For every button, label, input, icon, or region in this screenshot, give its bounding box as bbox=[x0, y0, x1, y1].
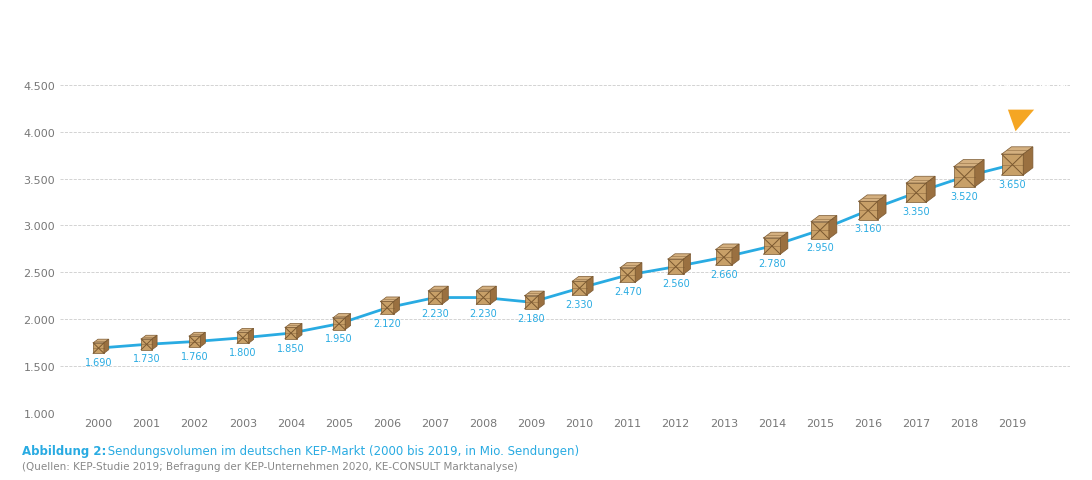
Polygon shape bbox=[975, 160, 984, 188]
Polygon shape bbox=[732, 244, 739, 265]
Polygon shape bbox=[285, 328, 297, 339]
Text: Abbildung 2:: Abbildung 2: bbox=[22, 444, 106, 456]
Polygon shape bbox=[524, 291, 544, 296]
Polygon shape bbox=[954, 160, 984, 168]
Text: 2.560: 2.560 bbox=[662, 278, 690, 288]
Polygon shape bbox=[524, 296, 538, 309]
Polygon shape bbox=[200, 333, 205, 347]
Polygon shape bbox=[858, 202, 878, 220]
Text: 1.950: 1.950 bbox=[325, 334, 353, 344]
Polygon shape bbox=[906, 177, 935, 184]
Text: (Quellen: KEP-Studie 2019; Befragung der KEP-Unternehmen 2020, KE-CONSULT Markta: (Quellen: KEP-Studie 2019; Befragung der… bbox=[22, 461, 518, 471]
Polygon shape bbox=[189, 333, 205, 336]
Polygon shape bbox=[442, 287, 449, 305]
Polygon shape bbox=[811, 222, 829, 239]
Text: 1.760: 1.760 bbox=[181, 351, 209, 361]
Polygon shape bbox=[763, 239, 781, 255]
Polygon shape bbox=[93, 339, 109, 343]
Polygon shape bbox=[249, 329, 253, 344]
Polygon shape bbox=[152, 336, 157, 350]
Polygon shape bbox=[189, 336, 200, 347]
Polygon shape bbox=[620, 263, 642, 268]
Polygon shape bbox=[906, 184, 926, 203]
Polygon shape bbox=[715, 250, 732, 265]
Text: 2.230: 2.230 bbox=[422, 308, 449, 318]
Polygon shape bbox=[572, 277, 593, 282]
Polygon shape bbox=[297, 324, 302, 339]
Text: 3.520: 3.520 bbox=[950, 191, 978, 201]
Polygon shape bbox=[381, 302, 394, 314]
Text: 2.230: 2.230 bbox=[470, 308, 497, 318]
Polygon shape bbox=[781, 233, 787, 255]
Polygon shape bbox=[538, 291, 544, 309]
Polygon shape bbox=[572, 282, 586, 296]
Polygon shape bbox=[394, 297, 400, 314]
Polygon shape bbox=[104, 339, 109, 354]
Polygon shape bbox=[684, 254, 690, 275]
Polygon shape bbox=[1001, 147, 1033, 155]
Polygon shape bbox=[141, 336, 157, 339]
Text: 2.780: 2.780 bbox=[758, 258, 786, 268]
Polygon shape bbox=[620, 268, 636, 283]
Polygon shape bbox=[1001, 155, 1023, 176]
Polygon shape bbox=[954, 168, 975, 188]
Text: 2.470: 2.470 bbox=[614, 287, 641, 297]
Polygon shape bbox=[333, 318, 345, 330]
Text: 1.690: 1.690 bbox=[85, 357, 112, 367]
Polygon shape bbox=[715, 244, 739, 250]
Polygon shape bbox=[476, 287, 497, 291]
Polygon shape bbox=[93, 343, 104, 354]
Text: 2019: +3,8 %: 2019: +3,8 % bbox=[977, 77, 1065, 91]
Polygon shape bbox=[333, 314, 351, 318]
Polygon shape bbox=[381, 297, 400, 302]
Polygon shape bbox=[285, 324, 302, 328]
Polygon shape bbox=[636, 263, 642, 283]
Polygon shape bbox=[811, 216, 836, 222]
Polygon shape bbox=[237, 333, 249, 344]
Text: 3.350: 3.350 bbox=[902, 207, 930, 216]
Polygon shape bbox=[858, 195, 886, 202]
Polygon shape bbox=[926, 177, 935, 203]
Text: 2.330: 2.330 bbox=[566, 299, 593, 309]
Polygon shape bbox=[141, 339, 152, 350]
Polygon shape bbox=[668, 260, 684, 275]
Polygon shape bbox=[490, 287, 497, 305]
Text: Rund 3,65 Mrd. Sendungen im KEP-Markt im Jahr 2019: Rund 3,65 Mrd. Sendungen im KEP-Markt im… bbox=[31, 26, 371, 39]
Polygon shape bbox=[1023, 147, 1033, 176]
Polygon shape bbox=[668, 254, 690, 260]
Polygon shape bbox=[237, 329, 253, 333]
Text: 3.650: 3.650 bbox=[998, 180, 1026, 190]
Text: 2.950: 2.950 bbox=[806, 243, 834, 253]
Polygon shape bbox=[428, 287, 449, 291]
Polygon shape bbox=[428, 291, 442, 305]
Text: 1.850: 1.850 bbox=[277, 343, 305, 353]
Polygon shape bbox=[345, 314, 351, 330]
Text: 1.730: 1.730 bbox=[133, 354, 161, 364]
Text: 2.120: 2.120 bbox=[373, 318, 401, 328]
Polygon shape bbox=[829, 216, 836, 239]
Text: 2.660: 2.660 bbox=[710, 269, 738, 279]
Text: Sendungsvolumen im deutschen KEP-Markt (2000 bis 2019, in Mio. Sendungen): Sendungsvolumen im deutschen KEP-Markt (… bbox=[104, 444, 579, 456]
Polygon shape bbox=[763, 233, 787, 239]
Text: 2.180: 2.180 bbox=[518, 313, 545, 323]
Polygon shape bbox=[586, 277, 593, 296]
Text: 3.160: 3.160 bbox=[854, 224, 882, 234]
Polygon shape bbox=[878, 195, 886, 220]
Polygon shape bbox=[476, 291, 490, 305]
Text: 1.800: 1.800 bbox=[229, 348, 257, 357]
